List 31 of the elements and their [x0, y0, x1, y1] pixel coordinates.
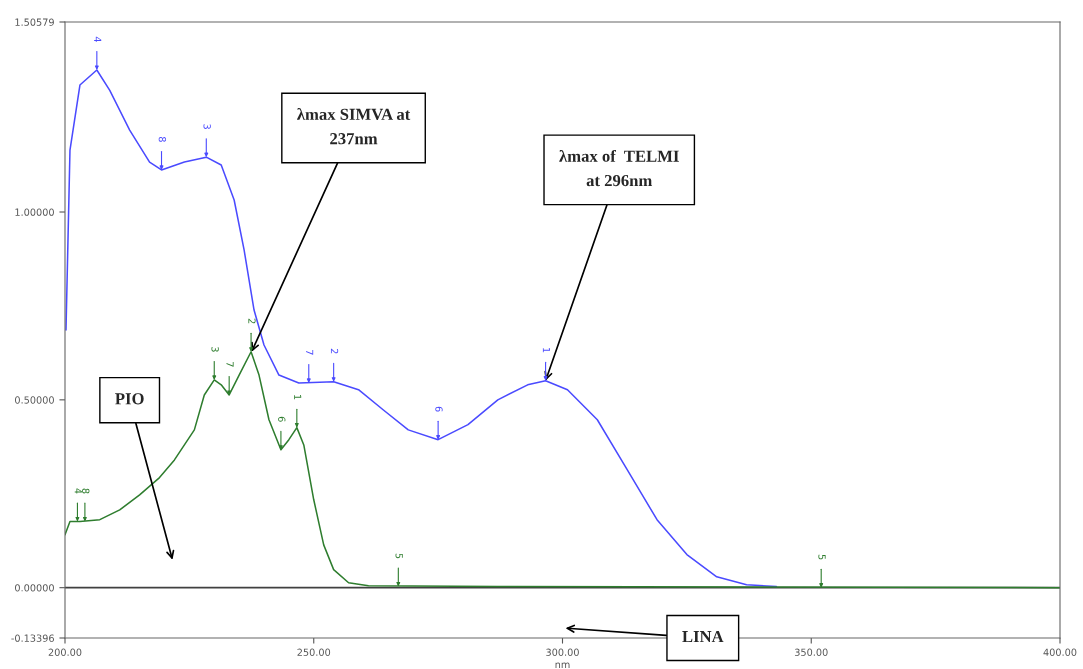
annotation: λmax of TELMI at 296nm	[559, 149, 679, 187]
annotation: 7	[306, 350, 314, 355]
annotation: LINA	[682, 631, 724, 643]
x-axis-title: nm	[555, 662, 570, 668]
annotation: λmax SIMVA at 237nm	[297, 108, 411, 145]
x-tick-label: 250.00	[297, 648, 331, 656]
annotation: 7	[226, 362, 234, 367]
annotation: PIO	[115, 393, 144, 405]
y-tick-label: 0.50000	[15, 396, 54, 404]
annotation: 8	[158, 136, 167, 142]
annotation: 4	[74, 488, 82, 494]
y-tick-label: -0.13396	[11, 634, 54, 642]
y-tick-label: 1.50579	[15, 18, 54, 26]
y-tick-label: 0.00000	[15, 584, 54, 592]
y-tick-label: 1.00000	[15, 208, 54, 216]
annotation: 8	[82, 488, 90, 494]
annotation: 1	[294, 395, 302, 400]
annotation: 6	[278, 416, 286, 422]
annotation: 5	[818, 554, 826, 560]
annotation: 2	[248, 318, 256, 324]
x-tick-label: 400.00	[1043, 648, 1077, 656]
annotation: 2	[330, 348, 339, 354]
annotation: 4	[94, 36, 102, 42]
annotation: 3	[203, 124, 211, 129]
annotation: 6	[435, 406, 443, 412]
annotation: 3	[211, 347, 219, 352]
x-tick-label: 350.00	[794, 648, 828, 656]
annotation: 1	[542, 348, 550, 353]
annotation: 5	[395, 553, 403, 559]
x-tick-label: 200.00	[48, 648, 82, 656]
x-tick-label: 300.00	[546, 648, 579, 656]
